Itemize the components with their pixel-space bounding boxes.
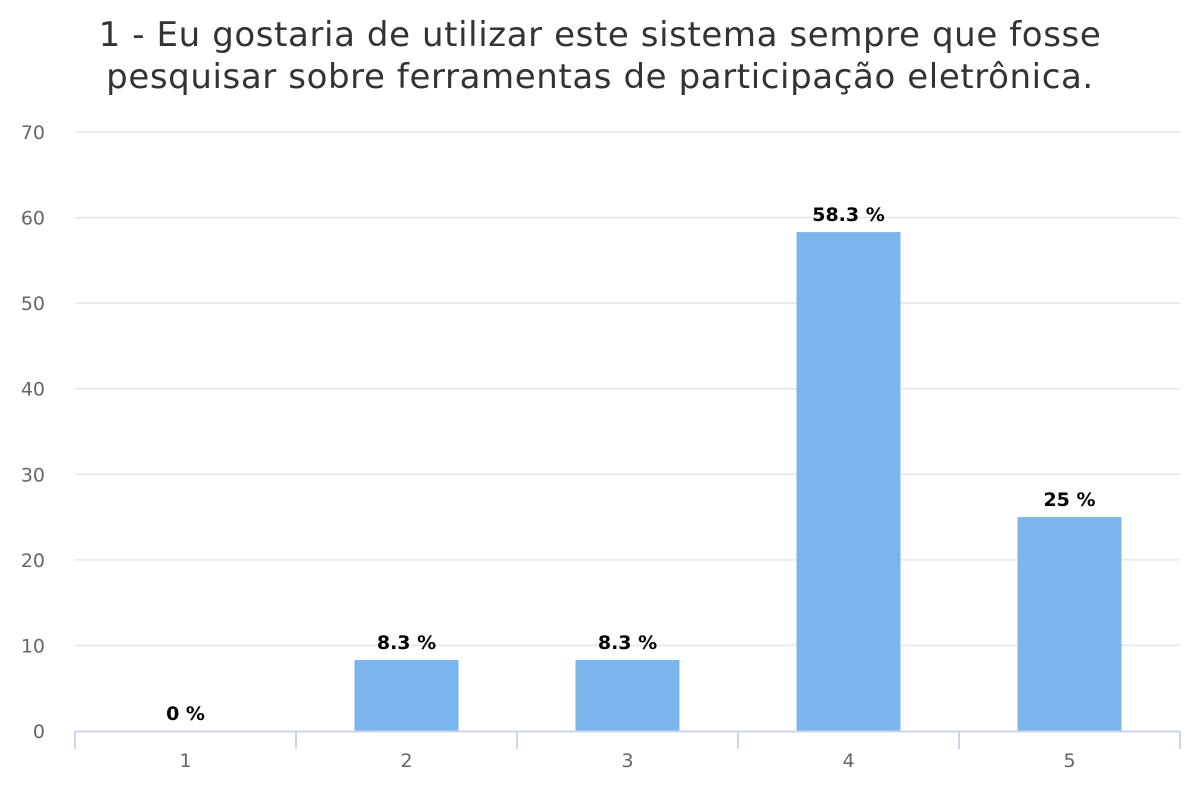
x-tick-label: 2 (400, 750, 412, 772)
data-label: 0 % (166, 703, 205, 725)
x-tick-label: 4 (842, 750, 854, 772)
y-tick-label: 0 (33, 721, 45, 743)
x-tick-label: 3 (621, 750, 633, 772)
y-tick-label: 30 (21, 464, 45, 486)
y-tick-label: 10 (21, 635, 45, 657)
data-label: 8.3 % (598, 632, 657, 654)
data-label: 8.3 % (377, 632, 436, 654)
y-tick-label: 50 (21, 293, 45, 315)
bar (796, 232, 901, 731)
data-label: 58.3 % (812, 204, 885, 226)
y-tick-label: 70 (21, 122, 45, 144)
chart-title-line-1: 1 - Eu gostaria de utilizar este sistema… (98, 15, 1102, 55)
y-tick-label: 40 (21, 379, 45, 401)
gridlines (75, 131, 1180, 647)
x-axis: 1 2 3 4 5 (74, 730, 1181, 772)
bar (1017, 517, 1122, 731)
chart-title: 1 - Eu gostaria de utilizar este sistema… (0, 14, 1200, 98)
chart-title-line-2: pesquisar sobre ferramentas de participa… (106, 57, 1094, 97)
bar (575, 659, 680, 731)
y-axis: 0 10 20 30 40 50 60 70 (21, 122, 45, 743)
x-tick-label: 5 (1063, 750, 1075, 772)
y-tick-label: 20 (21, 550, 45, 572)
bar (354, 659, 459, 731)
bars (354, 232, 1122, 731)
data-labels: 0 % 8.3 % 8.3 % 58.3 % 25 % (166, 204, 1095, 725)
y-tick-label: 60 (21, 208, 45, 230)
data-label: 25 % (1043, 489, 1095, 511)
x-tick-label: 1 (179, 750, 191, 772)
